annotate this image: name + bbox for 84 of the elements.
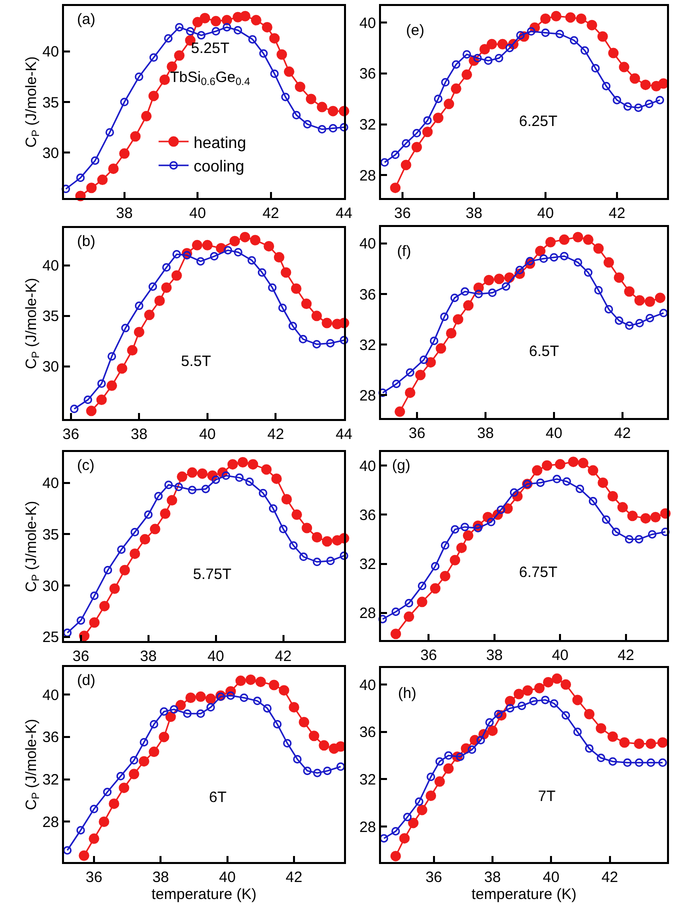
y-tick-label: 28 (359, 387, 376, 404)
y-tick-label: 40 (359, 676, 376, 694)
x-tick-label: 38 (116, 205, 133, 222)
annotation: 5.75T (193, 566, 232, 583)
y-tick-label: 30 (42, 578, 59, 595)
x-tick-label: 40 (189, 205, 206, 222)
annotation: (h) (398, 685, 416, 702)
y-tick-label: 28 (359, 605, 376, 622)
y-tick-label: 40 (42, 44, 59, 61)
annotation: 6.25T (519, 113, 558, 130)
y-tick-label: 40 (42, 475, 59, 492)
annotation: (f) (397, 243, 412, 260)
y-tick-label: 36 (359, 66, 376, 83)
y-tick-label: 35 (42, 526, 59, 544)
y-tick-label: 32 (359, 116, 376, 134)
x-tick-label: 36 (72, 648, 90, 665)
x-tick-label: 36 (86, 869, 102, 886)
y-tick-label: 35 (42, 308, 59, 326)
annotation: 6.5T (529, 343, 560, 360)
x-tick-label: 38 (484, 869, 501, 886)
x-tick-label: 44 (336, 426, 352, 443)
annotation: 6.75T (519, 564, 558, 581)
x-tick-label: 36 (62, 426, 80, 443)
y-tick-label: 28 (42, 814, 59, 831)
x-tick-label: 36 (394, 205, 411, 222)
x-tick-label: 40 (537, 205, 554, 222)
annotation: (d) (77, 672, 96, 689)
x-tick-label: 42 (614, 425, 631, 442)
x-tick-label: 42 (267, 426, 284, 443)
y-tick-label: 25 (42, 629, 59, 646)
x-tick-label: 38 (466, 205, 482, 222)
x-tick-label: 38 (477, 425, 494, 442)
x-tick-label: 36 (408, 425, 426, 442)
x-axis-title: temperature (K) (471, 886, 577, 903)
x-tick-label: 40 (542, 869, 560, 886)
annotation: (c) (77, 457, 94, 474)
x-tick-label: 38 (486, 647, 503, 664)
x-tick-label: 42 (608, 205, 626, 222)
y-tick-label: 40 (359, 236, 376, 253)
x-tick-label: 36 (420, 647, 438, 664)
x-tick-label: 40 (199, 426, 216, 443)
x-tick-label: 44 (336, 205, 352, 222)
y-tick-label: 40 (359, 14, 376, 32)
x-tick-label: 42 (262, 205, 280, 222)
x-tick-label: 42 (286, 869, 302, 886)
annotation: 5.5T (181, 353, 212, 370)
x-tick-label: 42 (618, 647, 634, 664)
y-tick-label: 36 (359, 724, 376, 742)
x-tick-label: 42 (274, 648, 292, 665)
x-tick-label: 36 (425, 869, 442, 886)
annotation: TbSi$_{0.6}$Ge$_{0.4}$ (170, 69, 250, 88)
legend-label: heating (194, 134, 246, 152)
legend-label: cooling (194, 158, 244, 176)
annotation: (b) (77, 233, 96, 250)
annotation: (a) (77, 11, 96, 28)
y-tick-label: 32 (359, 771, 376, 788)
y-tick-label: 28 (359, 167, 376, 184)
x-tick-label: 38 (130, 426, 148, 443)
annotation: (e) (406, 22, 424, 39)
x-tick-label: 40 (207, 648, 224, 665)
x-tick-label: 40 (218, 869, 236, 886)
y-tick-label: 32 (359, 336, 376, 354)
annotation: 7T (538, 788, 556, 805)
y-tick-label: 36 (359, 286, 376, 304)
y-tick-label: 36 (359, 506, 376, 524)
x-tick-label: 40 (552, 647, 569, 664)
y-tick-label: 40 (359, 458, 376, 475)
y-tick-label: 40 (42, 686, 59, 704)
x-tick-label: 38 (140, 648, 157, 665)
y-tick-label: 32 (359, 556, 376, 574)
y-tick-label: 40 (42, 258, 59, 275)
annotation: 5.25T (191, 40, 230, 57)
y-tick-label: 28 (359, 818, 376, 836)
y-tick-label: 32 (42, 772, 59, 789)
y-tick-label: 30 (42, 144, 59, 162)
y-tick-label: 35 (42, 94, 59, 112)
annotation: 6T (209, 789, 227, 806)
annotation: (g) (392, 457, 410, 474)
x-tick-label: 38 (152, 869, 170, 886)
x-axis-title: temperature (K) (151, 886, 257, 903)
y-tick-label: 36 (42, 729, 59, 746)
x-tick-label: 42 (601, 869, 618, 886)
x-tick-label: 40 (546, 425, 562, 442)
y-tick-label: 30 (42, 358, 59, 376)
